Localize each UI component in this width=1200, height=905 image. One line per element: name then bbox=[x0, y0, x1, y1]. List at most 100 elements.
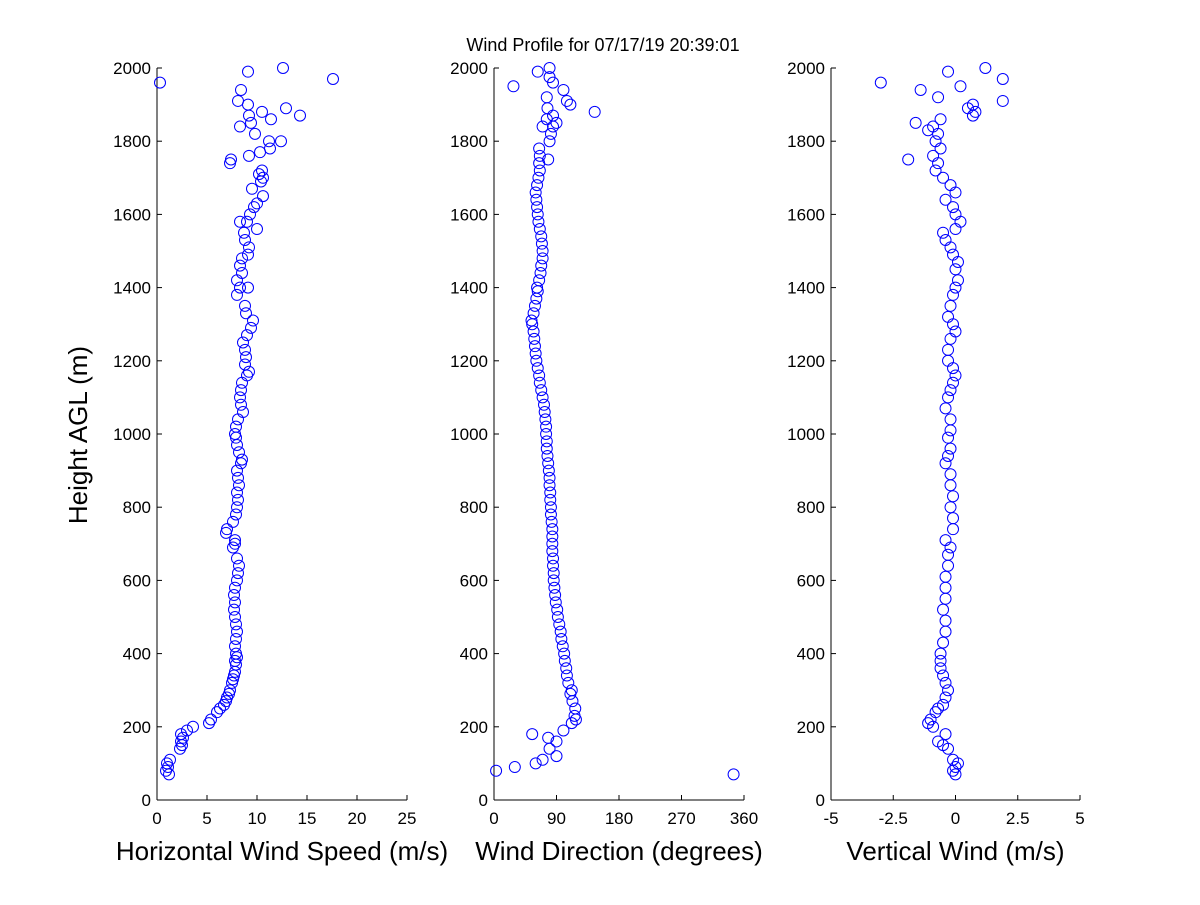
data-point bbox=[280, 102, 292, 115]
data-point bbox=[543, 135, 556, 148]
y-axis-label: Height AGL (m) bbox=[63, 346, 93, 524]
data-point bbox=[243, 241, 255, 254]
data-point bbox=[529, 757, 542, 770]
data-point bbox=[947, 376, 960, 389]
data-point bbox=[939, 534, 952, 547]
data-point bbox=[550, 750, 563, 763]
data-point bbox=[564, 98, 577, 111]
data-point bbox=[549, 596, 562, 609]
data-point bbox=[230, 632, 242, 645]
data-point bbox=[231, 288, 243, 301]
y-tick-label: 0 bbox=[816, 791, 825, 810]
y-tick-label: 400 bbox=[797, 645, 825, 664]
data-point bbox=[944, 468, 957, 481]
data-point bbox=[540, 442, 553, 455]
data-point bbox=[229, 534, 241, 547]
data-point bbox=[243, 365, 255, 378]
data-point bbox=[235, 384, 247, 397]
data-point bbox=[237, 336, 249, 349]
data-point bbox=[231, 486, 243, 499]
data-point bbox=[544, 127, 557, 140]
y-tick-label: 1000 bbox=[113, 425, 151, 444]
y-tick-label: 200 bbox=[460, 718, 488, 737]
y-tick-label: 1400 bbox=[787, 279, 825, 298]
data-point bbox=[233, 479, 245, 492]
data-point bbox=[237, 406, 249, 419]
data-point bbox=[558, 654, 571, 667]
data-point bbox=[909, 116, 922, 129]
x-tick-label: 180 bbox=[605, 809, 633, 828]
data-point bbox=[544, 501, 557, 514]
data-point bbox=[243, 149, 255, 162]
data-point bbox=[154, 76, 166, 89]
data-point bbox=[546, 523, 559, 536]
data-point bbox=[944, 384, 957, 397]
x-axis-label: Horizontal Wind Speed (m/s) bbox=[116, 836, 448, 866]
data-point bbox=[232, 493, 244, 506]
chart-title: Wind Profile for 07/17/19 20:39:01 bbox=[466, 35, 739, 55]
y-tick-label: 1200 bbox=[450, 352, 488, 371]
data-point bbox=[937, 226, 950, 239]
data-point bbox=[240, 307, 252, 320]
data-point bbox=[533, 164, 546, 177]
data-point bbox=[538, 398, 550, 411]
data-point bbox=[263, 135, 275, 148]
data-point bbox=[531, 362, 544, 375]
data-point bbox=[234, 281, 246, 294]
data-point bbox=[225, 153, 237, 166]
data-point bbox=[532, 215, 545, 228]
x-tick-label: 20 bbox=[348, 809, 367, 828]
data-point bbox=[534, 266, 547, 279]
data-point bbox=[248, 201, 260, 214]
panel-speed: 0 200 400 600 800 1000 1200 1400 1600 1800 2000 0 5 1… bbox=[113, 59, 448, 866]
data-point bbox=[562, 676, 575, 689]
data-point bbox=[532, 171, 545, 184]
data-point bbox=[944, 299, 957, 312]
data-point bbox=[568, 709, 581, 722]
y-tick-label: 600 bbox=[123, 571, 151, 590]
data-point bbox=[934, 662, 947, 675]
data-point bbox=[530, 193, 543, 206]
data-point bbox=[529, 347, 542, 360]
data-point bbox=[542, 464, 555, 477]
y-tick-label: 2000 bbox=[450, 59, 488, 78]
y-tick-label: 2000 bbox=[787, 59, 825, 78]
data-point bbox=[550, 735, 563, 748]
data-point bbox=[245, 321, 257, 334]
data-point bbox=[251, 223, 263, 236]
data-point bbox=[229, 581, 241, 594]
data-point bbox=[937, 603, 950, 616]
data-point bbox=[551, 603, 564, 616]
y-tick-label: 0 bbox=[142, 791, 151, 810]
data-point bbox=[239, 358, 251, 371]
data-point bbox=[536, 391, 549, 404]
data-point bbox=[939, 728, 952, 741]
data-point bbox=[205, 713, 217, 726]
data-point bbox=[244, 208, 256, 221]
data-point bbox=[533, 149, 546, 162]
data-point bbox=[181, 724, 193, 737]
data-point bbox=[538, 406, 551, 419]
data-point bbox=[257, 171, 269, 184]
data-point bbox=[543, 71, 556, 84]
data-point bbox=[547, 567, 560, 580]
data-point bbox=[949, 761, 962, 774]
data-point bbox=[549, 589, 562, 602]
data-point bbox=[939, 676, 952, 689]
data-point bbox=[942, 391, 955, 404]
x-axis-label: Vertical Wind (m/s) bbox=[846, 836, 1064, 866]
data-point bbox=[257, 190, 269, 203]
data-point bbox=[949, 325, 962, 338]
data-point bbox=[540, 428, 553, 440]
y-tick-label: 1800 bbox=[787, 132, 825, 151]
data-point bbox=[229, 596, 241, 609]
data-point bbox=[531, 208, 544, 221]
data-point bbox=[236, 252, 248, 265]
data-point bbox=[979, 62, 992, 74]
data-point bbox=[939, 234, 952, 247]
data-point bbox=[214, 702, 226, 715]
data-point bbox=[966, 98, 979, 111]
x-tick-label: 0 bbox=[152, 809, 161, 828]
data-point bbox=[539, 413, 552, 426]
data-point bbox=[531, 179, 544, 192]
